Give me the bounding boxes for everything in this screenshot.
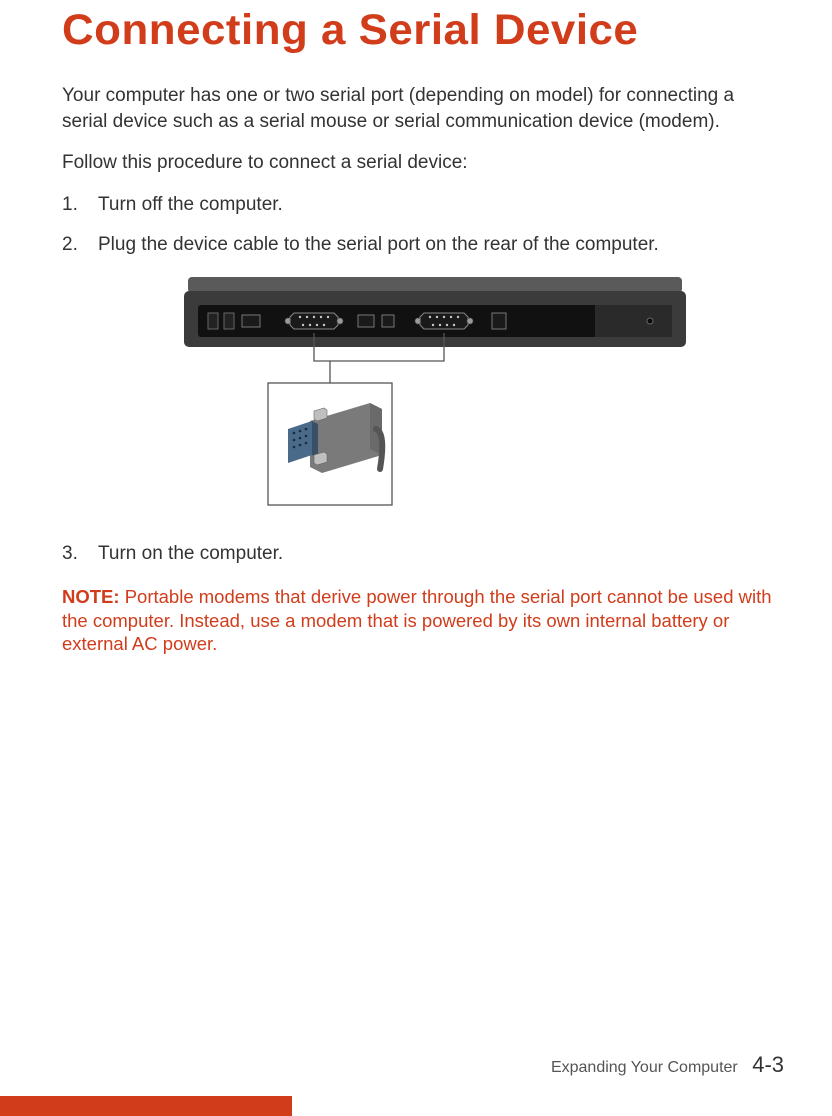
serial-port-1-icon <box>285 313 343 329</box>
step-1-number: 1. <box>62 192 78 218</box>
lead-in-paragraph: Follow this procedure to connect a seria… <box>62 150 772 176</box>
lock-slot-icon <box>647 318 653 324</box>
step-2-number: 2. <box>62 232 78 258</box>
footer-page-number: 4-3 <box>752 1052 784 1077</box>
note-label: NOTE: <box>62 586 120 607</box>
step-1: 1. Turn off the computer. <box>62 192 772 218</box>
footer-section: Expanding Your Computer <box>551 1059 738 1076</box>
note-paragraph: NOTE: Portable modems that derive power … <box>62 585 772 656</box>
step-3: 3. Turn on the computer. <box>62 541 772 567</box>
serial-port-2-icon <box>415 313 473 329</box>
serial-port-diagram-svg <box>180 275 690 513</box>
laptop-lid <box>188 277 682 293</box>
page-footer: Expanding Your Computer 4-3 <box>551 1052 784 1078</box>
lan-port-icon <box>358 315 374 327</box>
step-2: 2. Plug the device cable to the serial p… <box>62 232 772 258</box>
usb-port-icon <box>242 315 260 327</box>
steps-list-continued: 3. Turn on the computer. <box>62 541 772 567</box>
note-text: Portable modems that derive power throug… <box>62 586 772 654</box>
misc-port <box>224 313 234 329</box>
misc-port <box>492 313 506 329</box>
serial-port-figure <box>180 275 690 513</box>
page-title: Connecting a Serial Device <box>62 6 786 55</box>
steps-list: 1. Turn off the computer. 2. Plug the de… <box>62 192 772 257</box>
step-3-number: 3. <box>62 541 78 567</box>
battery-slot-icon <box>595 305 672 337</box>
step-3-text: Turn on the computer. <box>98 543 283 564</box>
intro-paragraph: Your computer has one or two serial port… <box>62 83 772 134</box>
step-1-text: Turn off the computer. <box>98 194 283 215</box>
modem-port-icon <box>382 315 394 327</box>
misc-port <box>208 313 218 329</box>
footer-accent-bar <box>0 1096 292 1116</box>
step-2-text: Plug the device cable to the serial port… <box>98 234 659 255</box>
